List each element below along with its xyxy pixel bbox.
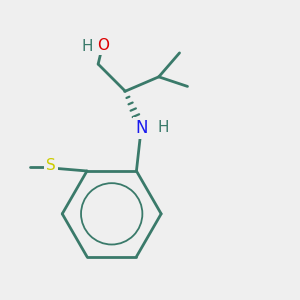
Text: S: S (46, 158, 56, 173)
Text: H: H (81, 39, 93, 54)
Text: H: H (158, 120, 169, 135)
Text: O: O (97, 38, 109, 53)
Text: N: N (135, 119, 148, 137)
